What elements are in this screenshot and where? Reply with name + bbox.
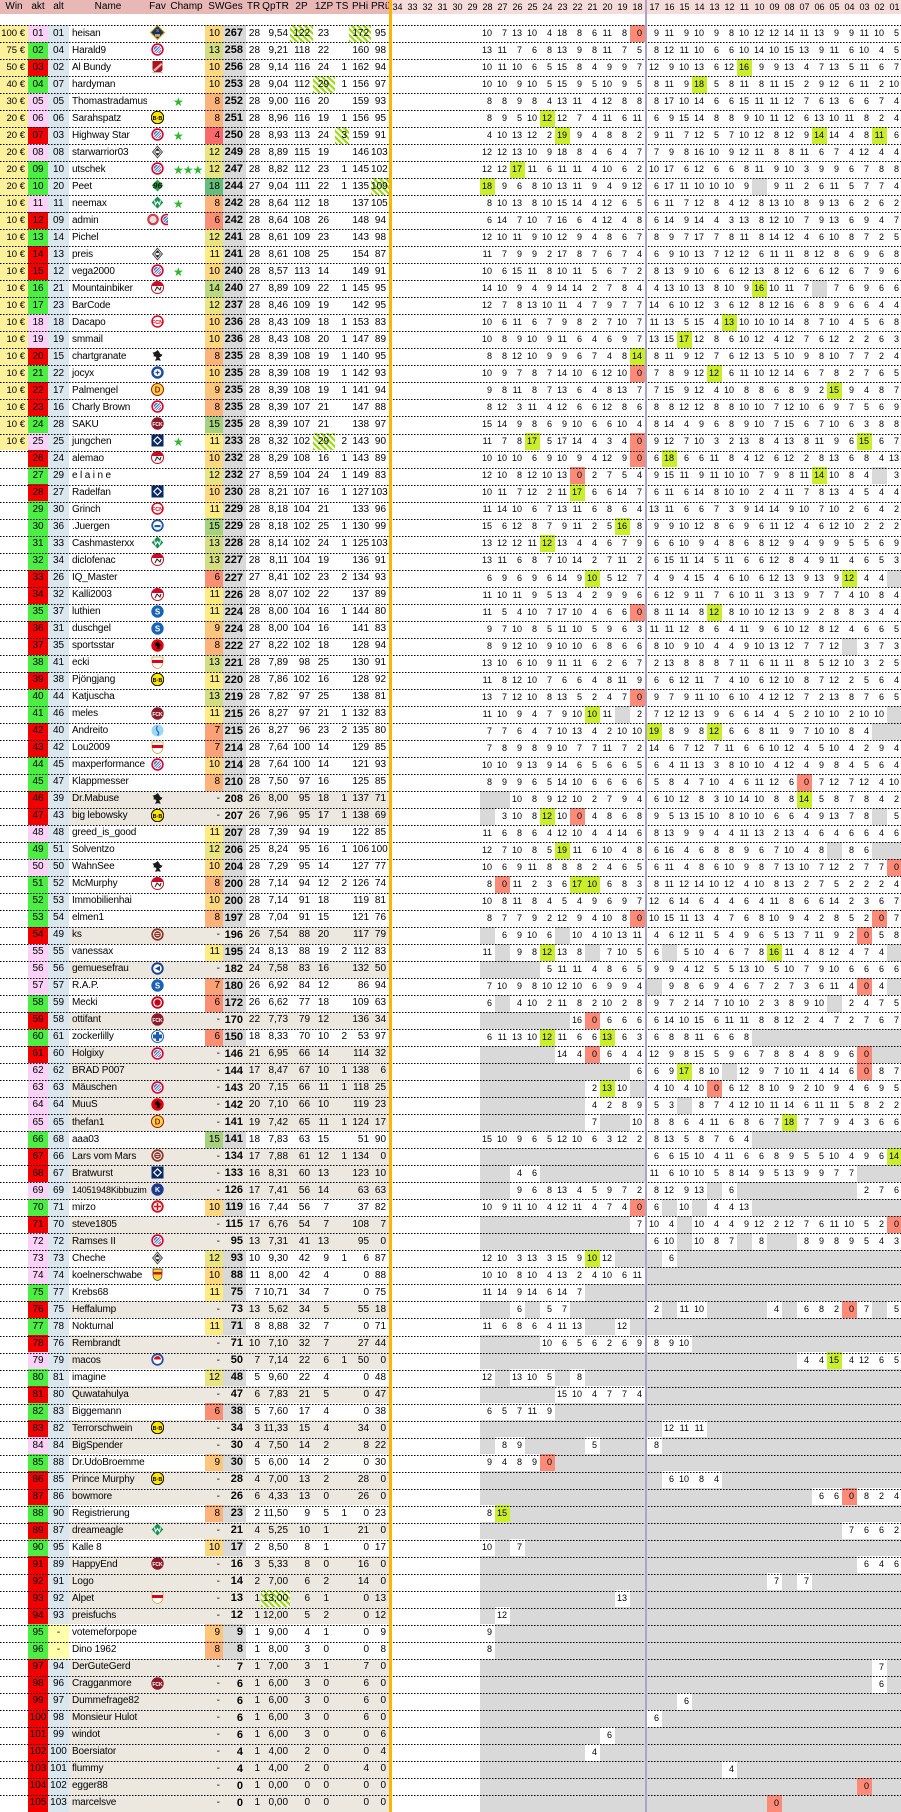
svg-text:S: S — [155, 624, 161, 633]
svg-text:S: S — [156, 28, 159, 33]
svg-text:K: K — [155, 1187, 160, 1194]
svg-text:B·B: B·B — [153, 1477, 163, 1483]
svg-text:FCK: FCK — [152, 1018, 163, 1024]
svg-text:S: S — [155, 981, 161, 990]
svg-text:FCN: FCN — [152, 320, 163, 326]
svg-text:FCK: FCK — [152, 1562, 163, 1568]
svg-text:D: D — [155, 1117, 161, 1126]
svg-text:B·B: B·B — [153, 1426, 163, 1432]
svg-text:B·B: B·B — [153, 814, 163, 820]
svg-text:B·B: B·B — [153, 678, 163, 684]
svg-text:FCN: FCN — [152, 507, 163, 513]
svg-text:FCK: FCK — [152, 1682, 163, 1688]
svg-text:96: 96 — [153, 181, 163, 191]
svg-text:B·B: B·B — [153, 116, 163, 122]
svg-text:FCK: FCK — [152, 712, 163, 718]
svg-text:D: D — [155, 386, 161, 395]
svg-text:FCK: FCK — [152, 422, 163, 428]
svg-text:S: S — [155, 607, 161, 616]
